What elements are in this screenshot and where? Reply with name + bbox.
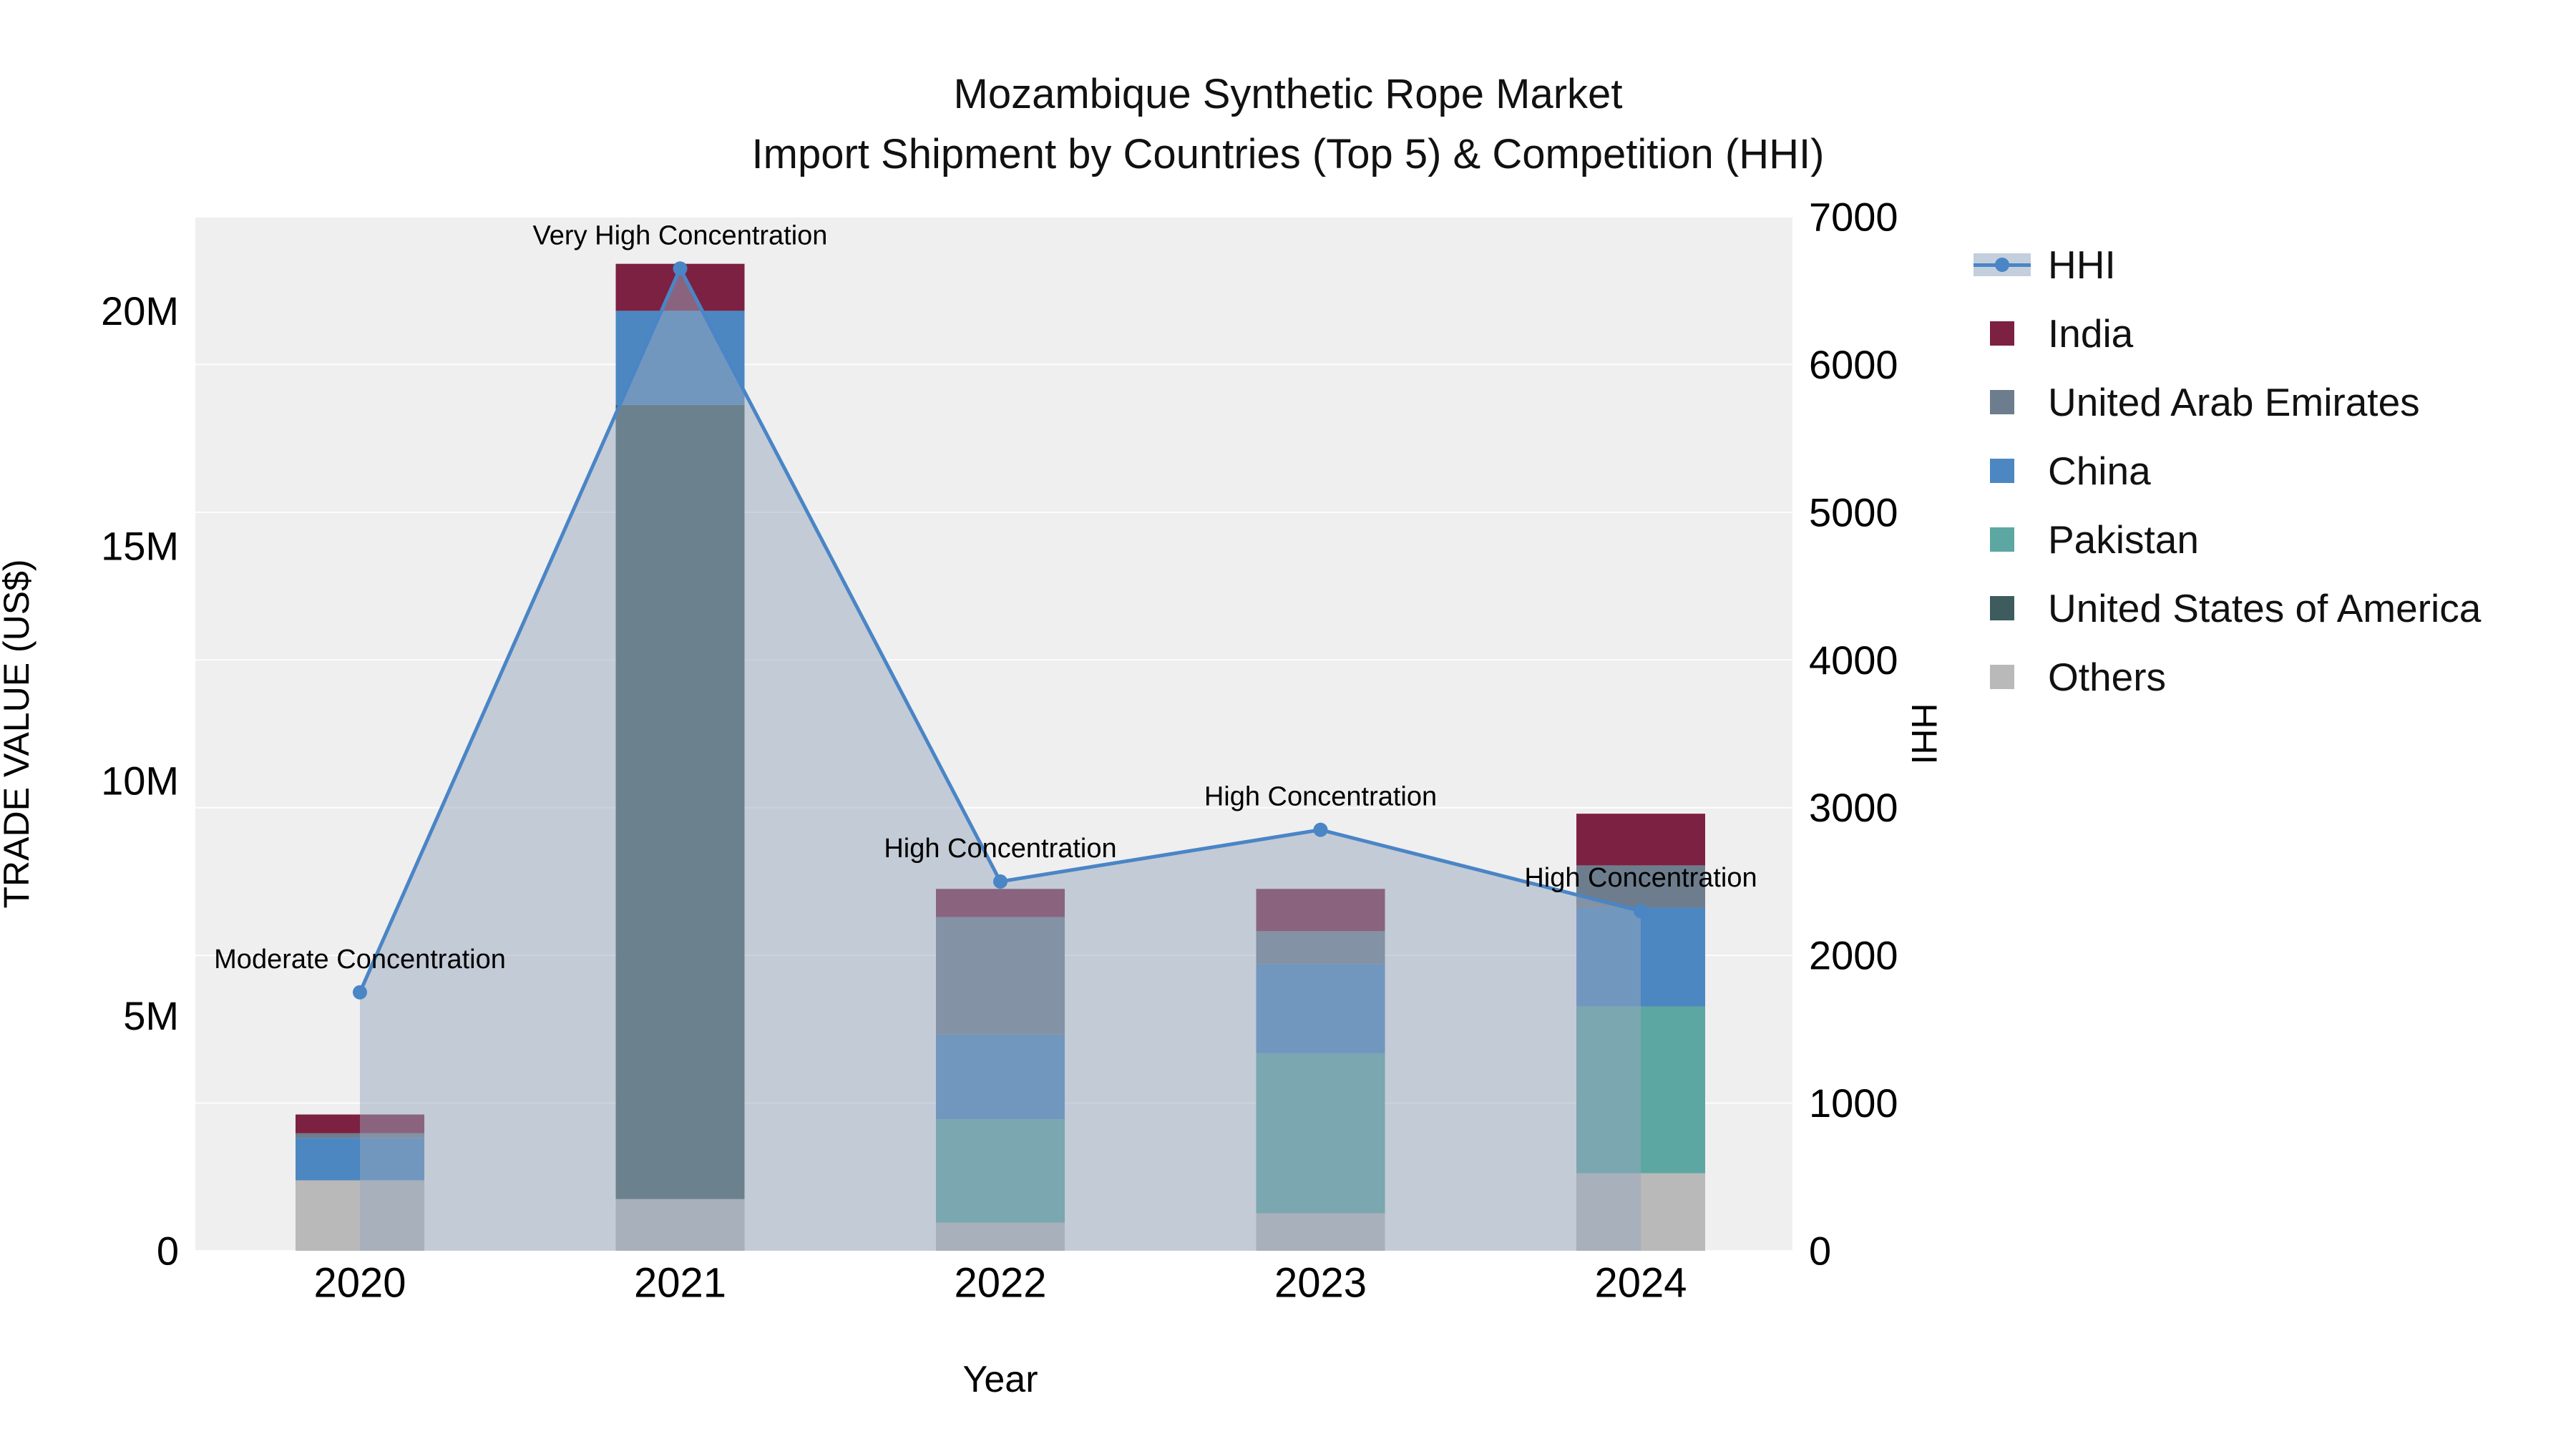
annotation-2020: Moderate Concentration [214, 945, 506, 975]
y-left-tick-20m: 20M [101, 288, 179, 333]
chart-title-line1: Mozambique Synthetic Rope Market [953, 71, 1623, 117]
x-axis-title: Year [962, 1359, 1038, 1400]
hhi-marker-2021 [673, 261, 688, 276]
united-states-of-america-swatch-icon [1974, 596, 2031, 620]
y-right-tick-0: 0 [1809, 1229, 1831, 1274]
legend-item-united-arab-emirates[interactable]: United Arab Emirates [1974, 368, 2481, 436]
y-right-tick-7000: 7000 [1809, 195, 1898, 240]
y-right-tick-5000: 5000 [1809, 489, 1898, 535]
hhi-line-icon [1974, 253, 2031, 276]
y-left-axis-title: TRADE VALUE (US$) [0, 559, 36, 908]
legend-item-pakistan[interactable]: Pakistan [1974, 505, 2481, 574]
others-swatch-icon [1974, 665, 2031, 689]
pakistan-swatch-icon [1974, 527, 2031, 552]
annotation-2021: Very High Concentration [533, 220, 828, 250]
hhi-marker-2022 [993, 874, 1008, 889]
chart-title: Mozambique Synthetic Rope Market Import … [0, 64, 2576, 185]
legend-item-united-states-of-america[interactable]: United States of America [1974, 574, 2481, 643]
y-right-tick-2000: 2000 [1809, 933, 1898, 978]
x-tick-2021: 2021 [634, 1260, 726, 1307]
legend-label-hhi: HHI [2048, 243, 2116, 287]
annotation-2022: High Concentration [884, 834, 1116, 864]
legend-label-united-states-of-america: United States of America [2048, 586, 2482, 630]
legend-item-hhi[interactable]: HHI [1974, 230, 2481, 299]
y-right-axis-title: HHI [1904, 703, 1944, 764]
chart-title-line2: Import Shipment by Countries (Top 5) & C… [751, 131, 1825, 177]
legend: HHI India United Arab Emirates China Pakista… [1974, 230, 2481, 711]
y-left-tick-15m: 15M [101, 523, 179, 568]
legend-item-india[interactable]: India [1974, 299, 2481, 368]
united-arab-emirates-swatch-icon [1974, 390, 2031, 414]
legend-label-india: India [2048, 311, 2134, 356]
hhi-marker-2023 [1313, 822, 1328, 837]
legend-label-pakistan: Pakistan [2048, 517, 2199, 562]
bar-segment-india-2024 [1576, 814, 1705, 866]
x-tick-2022: 2022 [954, 1260, 1046, 1307]
china-swatch-icon [1974, 459, 2031, 483]
hhi-marker-2024 [1634, 904, 1648, 919]
annotation-2023: High Concentration [1204, 782, 1437, 812]
legend-item-china[interactable]: China [1974, 436, 2481, 505]
x-tick-2020: 2020 [313, 1260, 406, 1307]
y-right-tick-3000: 3000 [1809, 785, 1898, 830]
x-tick-2023: 2023 [1274, 1260, 1367, 1307]
y-left-tick-10m: 10M [101, 758, 179, 804]
hhi-area [360, 268, 1641, 1251]
y-left-tick-5m: 5M [123, 993, 179, 1038]
india-swatch-icon [1974, 321, 2031, 346]
y-right-tick-6000: 6000 [1809, 342, 1898, 387]
hhi-marker-2020 [353, 985, 367, 1000]
legend-item-others[interactable]: Others [1974, 643, 2481, 711]
y-right-tick-1000: 1000 [1809, 1080, 1898, 1126]
y-right-tick-4000: 4000 [1809, 638, 1898, 683]
legend-label-others: Others [2048, 655, 2167, 699]
legend-label-china: China [2048, 449, 2151, 493]
legend-label-united-arab-emirates: United Arab Emirates [2048, 380, 2420, 424]
annotation-2024: High Concentration [1524, 863, 1757, 893]
x-tick-2024: 2024 [1594, 1260, 1687, 1307]
y-left-tick-0: 0 [157, 1229, 179, 1274]
